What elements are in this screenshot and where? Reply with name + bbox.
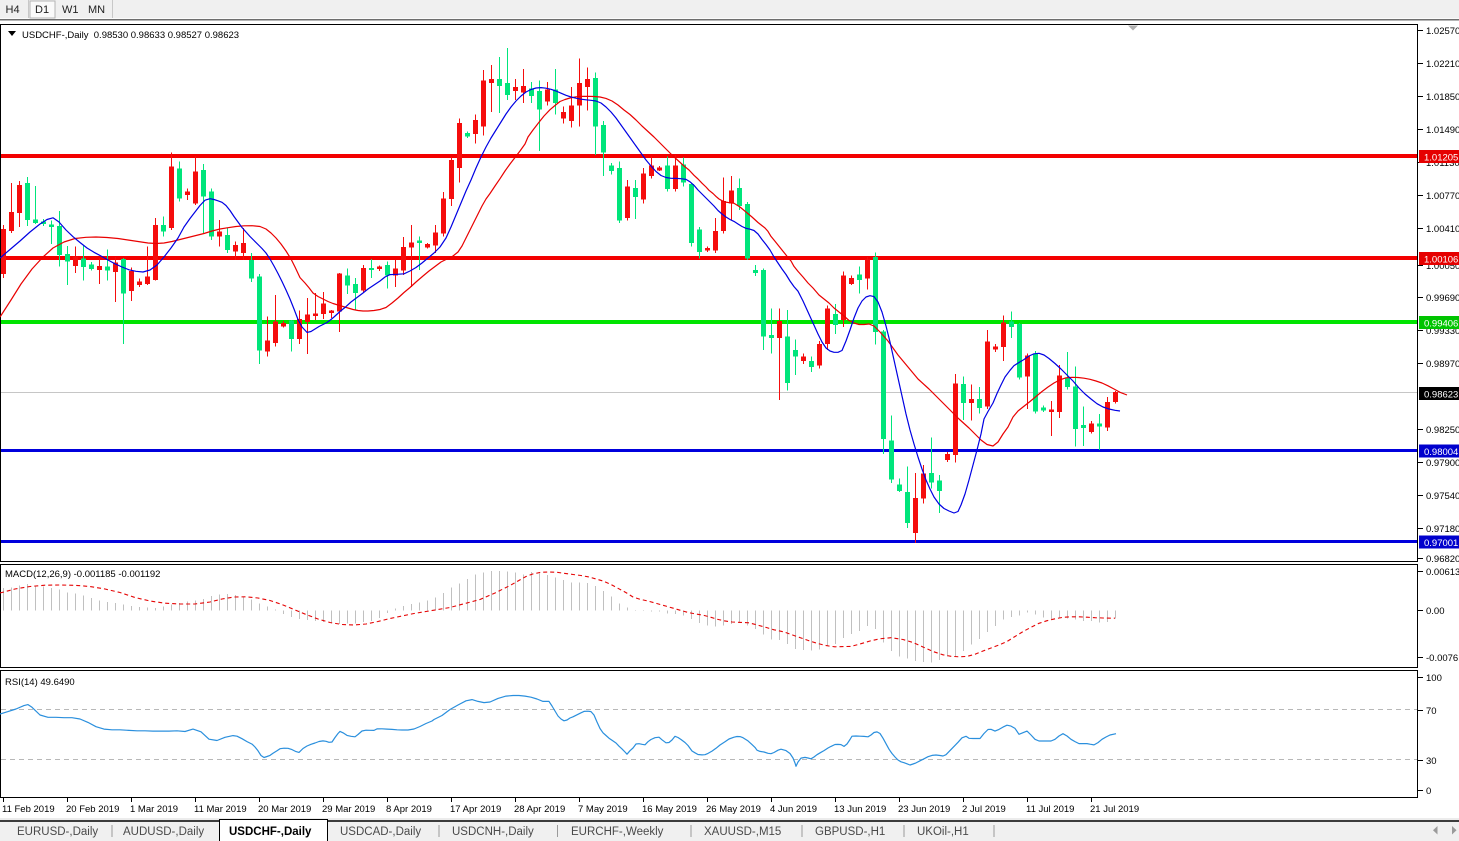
svg-text:26 May 2019: 26 May 2019 xyxy=(706,804,761,815)
svg-text:11 Mar 2019: 11 Mar 2019 xyxy=(194,804,247,815)
svg-text:29 Mar 2019: 29 Mar 2019 xyxy=(322,804,375,815)
svg-text:11 Feb 2019: 11 Feb 2019 xyxy=(2,804,55,815)
svg-text:XAUUSD-,M15: XAUUSD-,M15 xyxy=(704,826,781,838)
svg-text:H4: H4 xyxy=(6,4,20,16)
svg-text:1.00106: 1.00106 xyxy=(1424,255,1458,266)
svg-text:GBPUSD-,H1: GBPUSD-,H1 xyxy=(815,826,885,838)
svg-text:0.97540: 0.97540 xyxy=(1426,491,1459,502)
svg-text:0.98970: 0.98970 xyxy=(1426,359,1459,370)
svg-text:1.00050: 1.00050 xyxy=(1426,261,1459,272)
svg-text:8 Apr 2019: 8 Apr 2019 xyxy=(386,804,432,815)
svg-text:0.97900: 0.97900 xyxy=(1426,458,1459,469)
svg-text:USDCAD-,Daily: USDCAD-,Daily xyxy=(340,826,421,838)
svg-text:7 May 2019: 7 May 2019 xyxy=(578,804,628,815)
svg-text:1.01490: 1.01490 xyxy=(1426,125,1459,136)
svg-text:20 Mar 2019: 20 Mar 2019 xyxy=(258,804,311,815)
svg-text:MACD(12,26,9) -0.001185 -0.001: MACD(12,26,9) -0.001185 -0.001192 xyxy=(5,569,160,580)
svg-text:0.96820: 0.96820 xyxy=(1426,554,1459,565)
svg-text:RSI(14) 49.6490: RSI(14) 49.6490 xyxy=(5,677,75,688)
svg-text:0.99690: 0.99690 xyxy=(1426,293,1459,304)
svg-text:EURCHF-,Weekly: EURCHF-,Weekly xyxy=(571,826,664,838)
svg-text:4 Jun 2019: 4 Jun 2019 xyxy=(770,804,817,815)
svg-text:USDCHF-,Daily: USDCHF-,Daily xyxy=(229,826,312,838)
svg-text:0.99330: 0.99330 xyxy=(1426,326,1459,337)
svg-text:2 Jul 2019: 2 Jul 2019 xyxy=(962,804,1006,815)
svg-text:1.02570: 1.02570 xyxy=(1426,26,1459,37)
svg-text:30: 30 xyxy=(1426,756,1437,767)
svg-text:D1: D1 xyxy=(35,4,49,16)
svg-text:USDCHF-,Daily 0.98530 0.98633: USDCHF-,Daily 0.98530 0.98633 0.98527 0.… xyxy=(22,30,239,41)
svg-text:1.01850: 1.01850 xyxy=(1426,92,1459,103)
svg-text:UKOil-,H1: UKOil-,H1 xyxy=(917,826,969,838)
svg-text:0.98250: 0.98250 xyxy=(1426,425,1459,436)
svg-text:23 Jun 2019: 23 Jun 2019 xyxy=(898,804,950,815)
svg-text:0.98623: 0.98623 xyxy=(1424,390,1458,401)
svg-text:0.98004: 0.98004 xyxy=(1424,447,1458,458)
svg-text:1.01130: 1.01130 xyxy=(1426,158,1459,169)
svg-text:USDCNH-,Daily: USDCNH-,Daily xyxy=(452,826,534,838)
svg-text:21 Jul 2019: 21 Jul 2019 xyxy=(1090,804,1139,815)
svg-text:13 Jun 2019: 13 Jun 2019 xyxy=(834,804,886,815)
svg-text:70: 70 xyxy=(1426,706,1437,717)
svg-text:AUDUSD-,Daily: AUDUSD-,Daily xyxy=(123,826,204,838)
svg-text:0.00: 0.00 xyxy=(1426,606,1445,617)
svg-text:MN: MN xyxy=(88,4,105,16)
svg-text:-0.00761: -0.00761 xyxy=(1426,653,1459,664)
svg-text:1.00410: 1.00410 xyxy=(1426,224,1459,235)
svg-text:0.97001: 0.97001 xyxy=(1424,538,1458,549)
svg-text:16 May 2019: 16 May 2019 xyxy=(642,804,697,815)
svg-text:20 Feb 2019: 20 Feb 2019 xyxy=(66,804,119,815)
svg-text:17 Apr 2019: 17 Apr 2019 xyxy=(450,804,501,815)
svg-text:1 Mar 2019: 1 Mar 2019 xyxy=(130,804,178,815)
svg-text:100: 100 xyxy=(1426,673,1442,684)
svg-text:0.99406: 0.99406 xyxy=(1424,319,1458,330)
svg-text:W1: W1 xyxy=(62,4,79,16)
svg-text:28 Apr 2019: 28 Apr 2019 xyxy=(514,804,565,815)
svg-text:11 Jul 2019: 11 Jul 2019 xyxy=(1026,804,1074,815)
svg-text:1.00770: 1.00770 xyxy=(1426,191,1459,202)
svg-text:0: 0 xyxy=(1426,786,1431,797)
svg-text:1.01205: 1.01205 xyxy=(1424,153,1458,164)
svg-text:0.00613: 0.00613 xyxy=(1426,567,1459,578)
svg-text:1.02210: 1.02210 xyxy=(1426,59,1459,70)
svg-text:EURUSD-,Daily: EURUSD-,Daily xyxy=(17,826,98,838)
svg-text:0.97180: 0.97180 xyxy=(1426,524,1459,535)
